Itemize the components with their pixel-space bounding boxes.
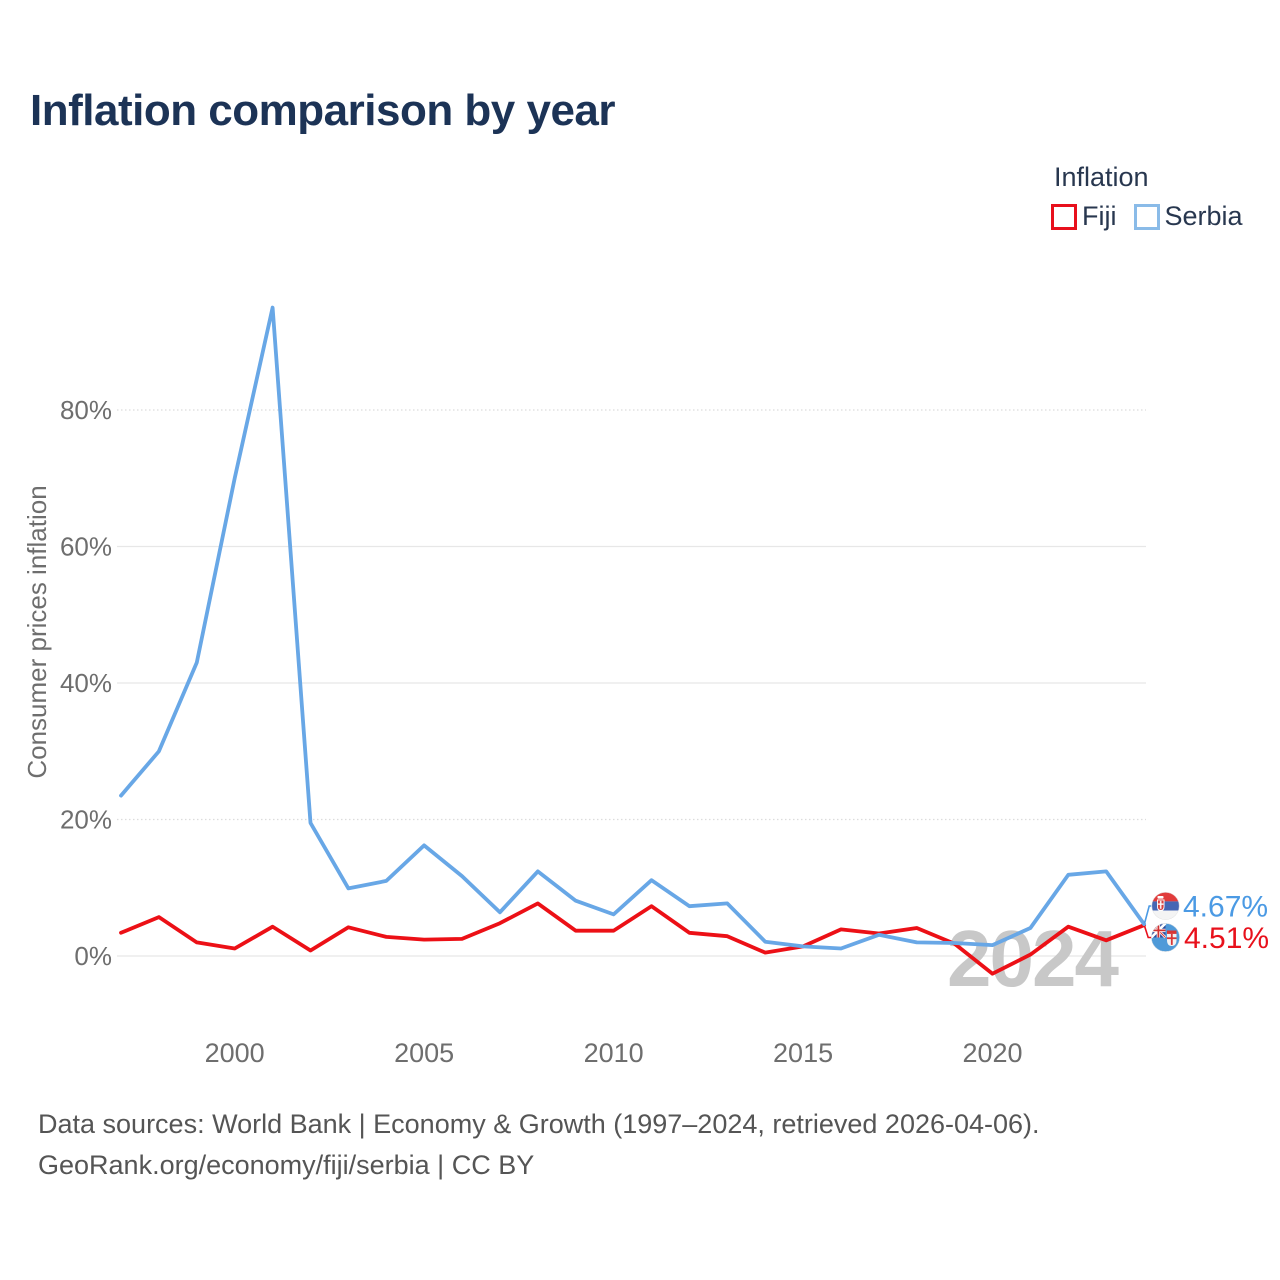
x-tick-label: 2020 — [962, 1038, 1022, 1068]
serbia-callout-connector — [1143, 905, 1152, 924]
x-tick-label: 2005 — [394, 1038, 454, 1068]
data-sources-footer: Data sources: World Bank | Economy & Gro… — [38, 1104, 1040, 1186]
y-tick-label: 60% — [60, 532, 112, 562]
legend-swatch-fiji[interactable] — [1051, 203, 1077, 230]
x-tick-label: 2015 — [773, 1038, 833, 1068]
y-tick-label: 80% — [60, 395, 112, 425]
fiji-flag-icon — [1151, 923, 1180, 952]
x-tick-label: 2010 — [584, 1038, 644, 1068]
fiji-callout-connector — [1143, 925, 1152, 939]
page-title: Inflation comparison by year — [30, 86, 616, 135]
fiji-line[interactable] — [119, 901, 1146, 976]
legend-item-fiji[interactable]: Fiji — [1082, 201, 1117, 231]
y-tick-label: 20% — [60, 805, 112, 835]
legend-item-serbia[interactable]: Serbia — [1164, 201, 1243, 231]
legend-title: Inflation — [1054, 162, 1149, 192]
footer-line-2: GeoRank.org/economy/fiji/serbia | CC BY — [38, 1150, 535, 1180]
serbia-flag-icon — [1151, 892, 1180, 920]
legend-swatch-serbia[interactable] — [1133, 203, 1160, 230]
y-tick-label: 0% — [74, 941, 112, 971]
y-axis-label: Consumer prices inflation — [22, 485, 52, 778]
fiji-end-value-label: 4.51% — [1184, 922, 1269, 955]
footer-line-1: Data sources: World Bank | Economy & Gro… — [38, 1109, 1040, 1139]
serbia-line[interactable] — [119, 305, 1146, 951]
serbia-end-value-label: 4.67% — [1183, 891, 1268, 924]
y-tick-label: 40% — [60, 668, 112, 698]
x-tick-label: 2000 — [205, 1038, 265, 1068]
legend: Inflation Fiji Serbia — [1051, 162, 1243, 232]
legend-row: Fiji Serbia — [1051, 201, 1243, 232]
